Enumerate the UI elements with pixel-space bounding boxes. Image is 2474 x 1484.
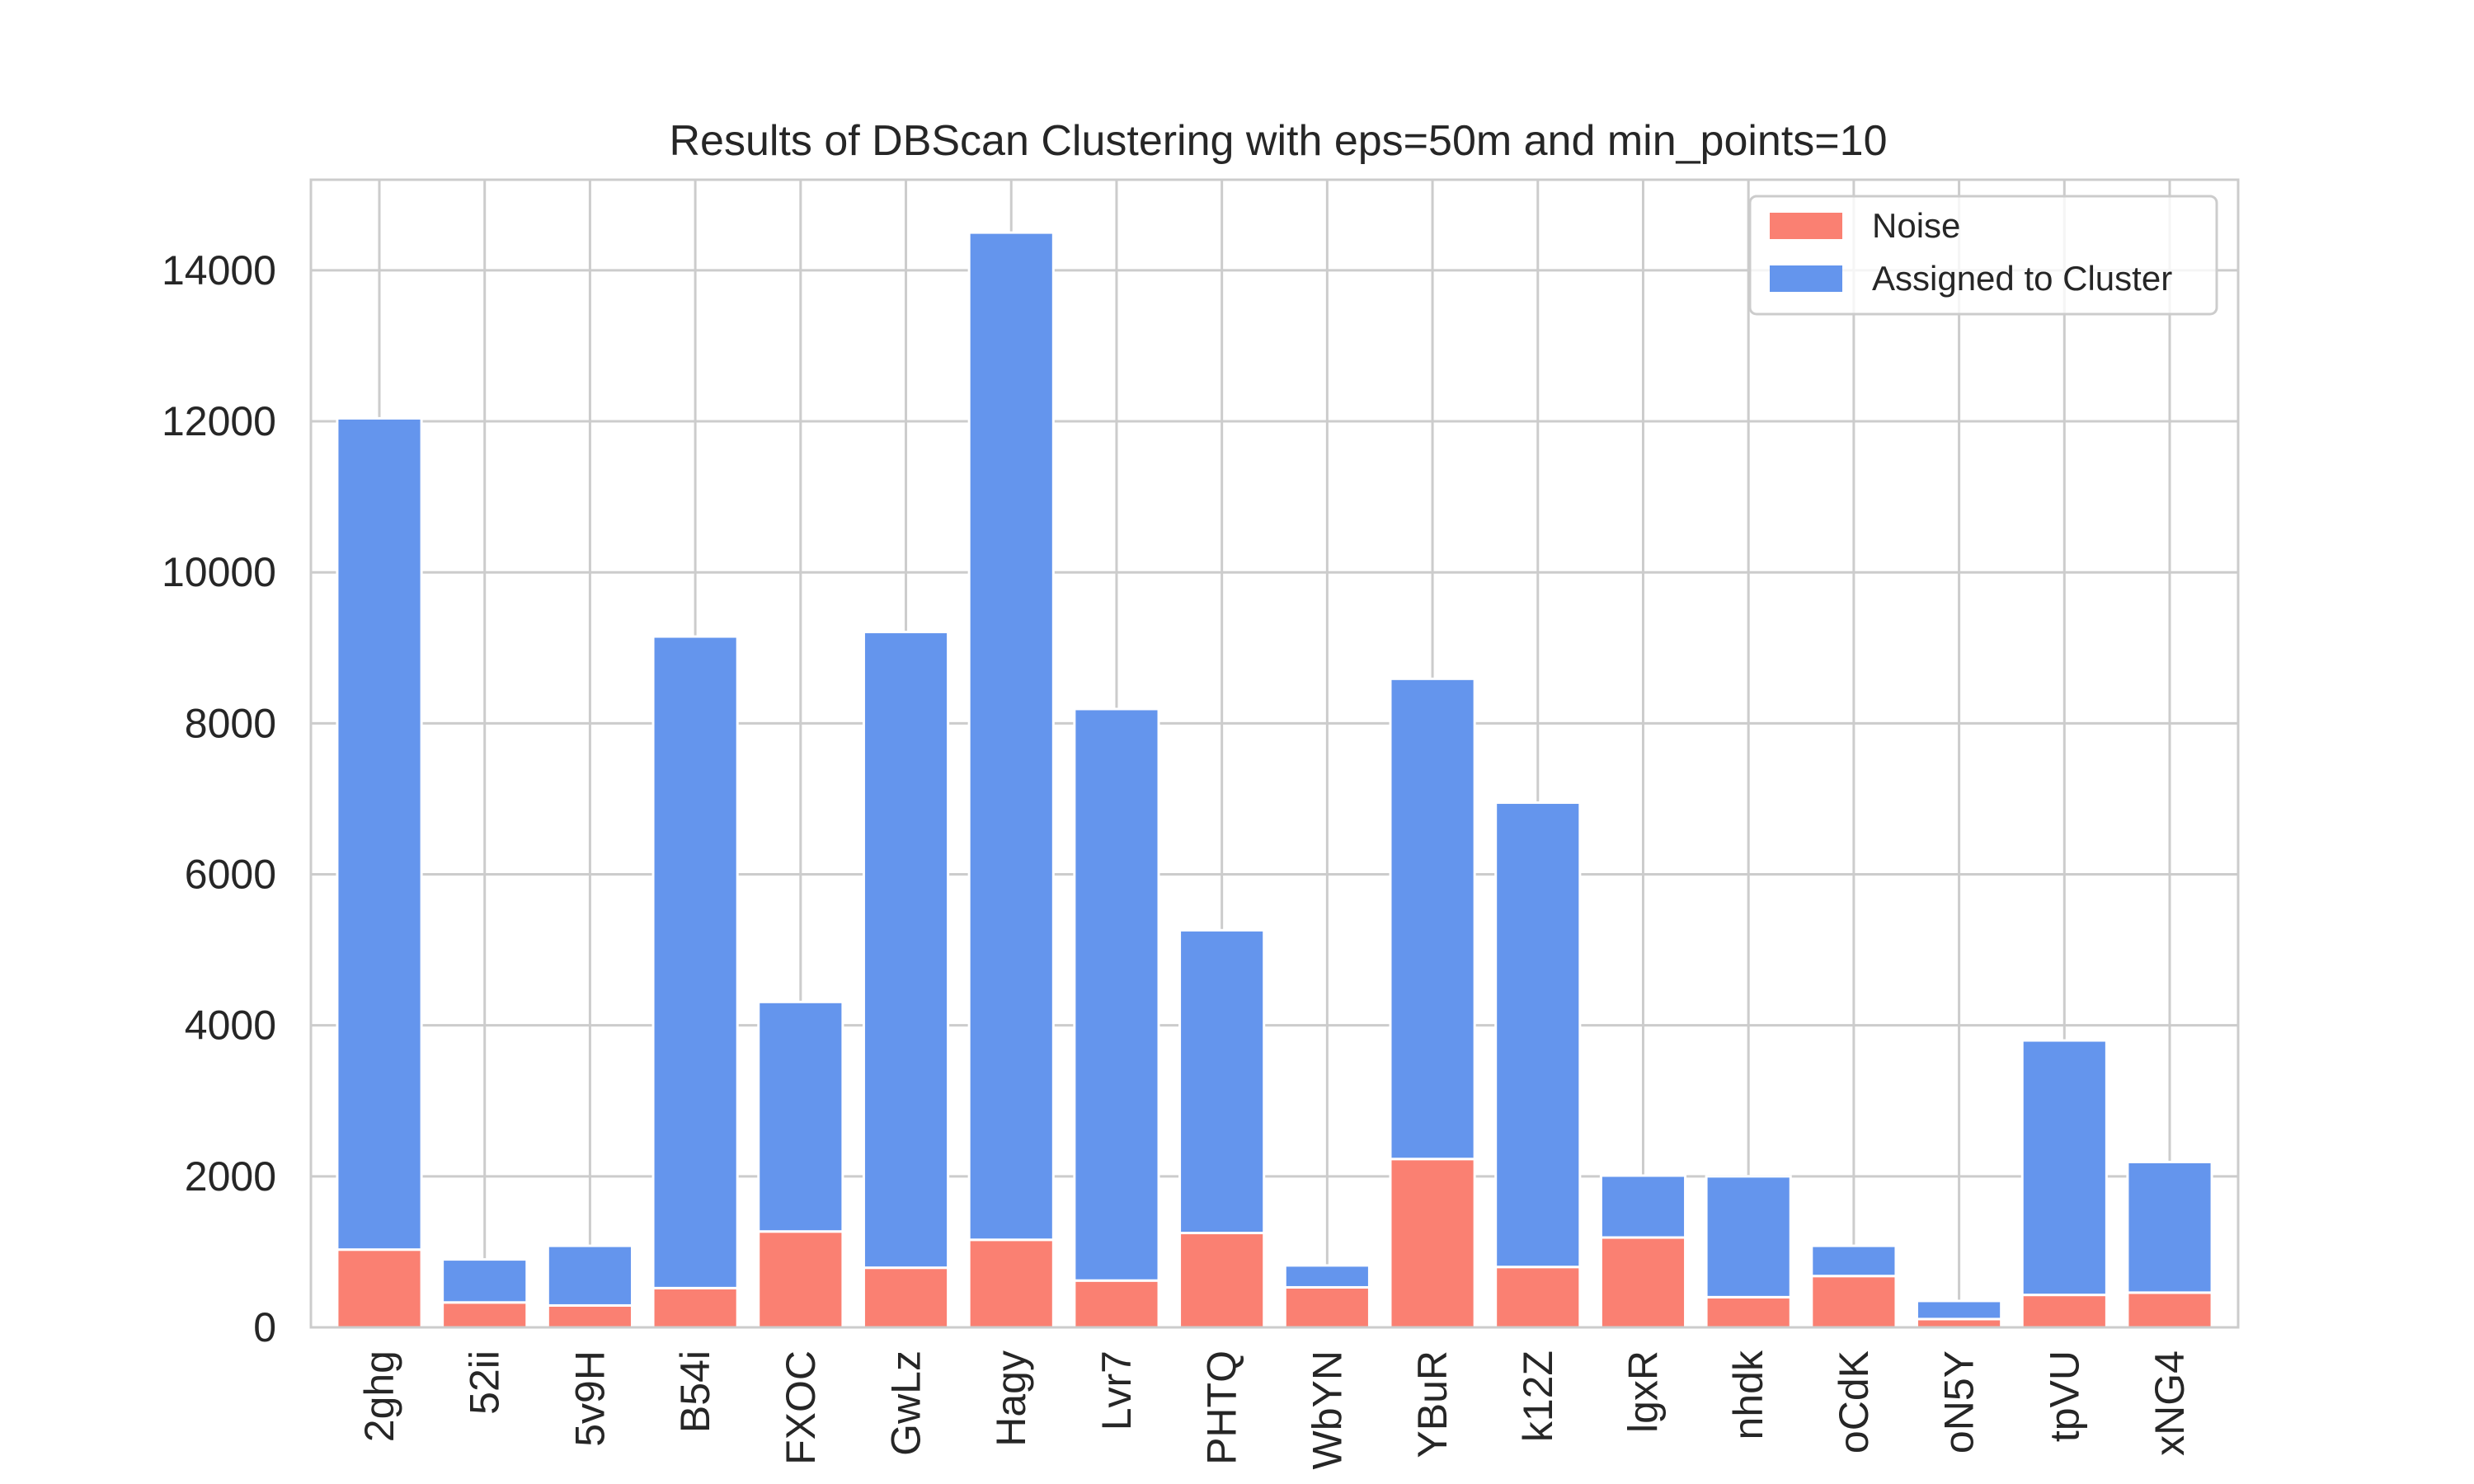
legend-swatch-noise	[1770, 213, 1842, 239]
y-tick-label: 10000	[162, 549, 276, 595]
x-tick-label: 5v9H	[567, 1350, 613, 1447]
y-tick-label: 2000	[185, 1153, 276, 1200]
bar-assigned-to-cluster	[1599, 1174, 1687, 1239]
bar-noise	[1916, 1317, 2003, 1329]
y-tick-label: 4000	[185, 1003, 276, 1049]
bar-noise	[441, 1301, 529, 1329]
x-tick-label: k12Z	[1515, 1350, 1561, 1442]
bar-noise	[1283, 1285, 1371, 1329]
bar-noise	[1073, 1279, 1160, 1329]
bar-noise	[1810, 1275, 1898, 1329]
bar-assigned-to-cluster	[2020, 1039, 2108, 1297]
bar-assigned-to-cluster	[1283, 1264, 1371, 1289]
x-tick-label: oCdK	[1831, 1350, 1877, 1453]
bar-assigned-to-cluster	[862, 631, 950, 1270]
x-tick-label: tpVU	[2041, 1350, 2087, 1442]
x-tick-labels: 2ghg 52ii 5v9H B54i FXOC GwLz Hagy Lvr7 PHTQ WbYN…	[356, 1350, 2193, 1469]
bar-assigned-to-cluster	[441, 1258, 529, 1304]
bar-assigned-to-cluster	[2126, 1160, 2213, 1294]
x-tick-label: lgxR	[1620, 1350, 1666, 1433]
bar-noise	[2020, 1294, 2108, 1329]
bar-assigned-to-cluster	[1389, 677, 1476, 1161]
y-tick-label: 8000	[185, 700, 276, 746]
bar-assigned-to-cluster	[1810, 1244, 1898, 1278]
bar-noise	[1389, 1158, 1476, 1329]
x-tick-label: 52ii	[462, 1350, 508, 1415]
bar-noise	[1494, 1266, 1582, 1329]
bar-assigned-to-cluster	[1178, 928, 1266, 1235]
bar-noise	[967, 1238, 1055, 1329]
chart-title: Results of DBScan Clustering with eps=50…	[669, 117, 1887, 165]
y-tick-labels: 0 2000 4000 6000 8000 10000 12000 14000	[162, 247, 276, 1350]
y-tick-label: 12000	[162, 398, 276, 444]
bar-noise	[1178, 1232, 1266, 1329]
bar-assigned-to-cluster	[1916, 1299, 2003, 1321]
bar-noise	[1705, 1295, 1792, 1329]
bar-assigned-to-cluster	[546, 1244, 633, 1307]
bar-assigned-to-cluster	[336, 416, 423, 1252]
x-tick-label: WbYN	[1304, 1350, 1350, 1469]
x-tick-label: nhdk	[1725, 1350, 1771, 1439]
bar-assigned-to-cluster	[1705, 1175, 1792, 1298]
y-tick-label: 14000	[162, 247, 276, 294]
legend: Noise Assigned to Cluster	[1748, 195, 2218, 316]
bar-assigned-to-cluster	[967, 231, 1055, 1242]
legend-label-assigned-to-cluster: Assigned to Cluster	[1872, 259, 2172, 298]
bar-assigned-to-cluster	[651, 635, 739, 1289]
legend-swatch-assigned-to-cluster	[1770, 265, 1842, 292]
bar-noise	[2126, 1291, 2213, 1329]
y-tick-label: 0	[253, 1304, 276, 1350]
bar-noise	[546, 1303, 633, 1329]
bar-noise	[862, 1266, 950, 1329]
x-tick-label: YBuR	[1409, 1350, 1456, 1458]
plot-frame	[309, 178, 2240, 1329]
bar-assigned-to-cluster	[1494, 801, 1582, 1269]
bar-noise	[757, 1230, 844, 1329]
x-tick-label: FXOC	[778, 1350, 824, 1465]
x-tick-label: oN5Y	[1936, 1350, 1982, 1453]
x-tick-label: B54i	[672, 1350, 718, 1433]
x-tick-label: GwLz	[883, 1350, 929, 1456]
y-tick-label: 6000	[185, 852, 276, 898]
bar-noise	[336, 1248, 423, 1329]
x-tick-label: Lvr7	[1094, 1350, 1140, 1430]
x-tick-label: PHTQ	[1199, 1350, 1245, 1465]
x-tick-label: xNG4	[2147, 1350, 2193, 1456]
legend-box	[1748, 195, 2218, 316]
bars	[336, 231, 2213, 1329]
x-tick-label: Hagy	[988, 1350, 1034, 1447]
bar-assigned-to-cluster	[1073, 707, 1160, 1282]
bar-noise	[651, 1286, 739, 1329]
bar-assigned-to-cluster	[757, 1000, 844, 1233]
x-tick-label: 2ghg	[356, 1350, 402, 1442]
legend-label-noise: Noise	[1872, 206, 1960, 245]
bar-noise	[1599, 1236, 1687, 1329]
